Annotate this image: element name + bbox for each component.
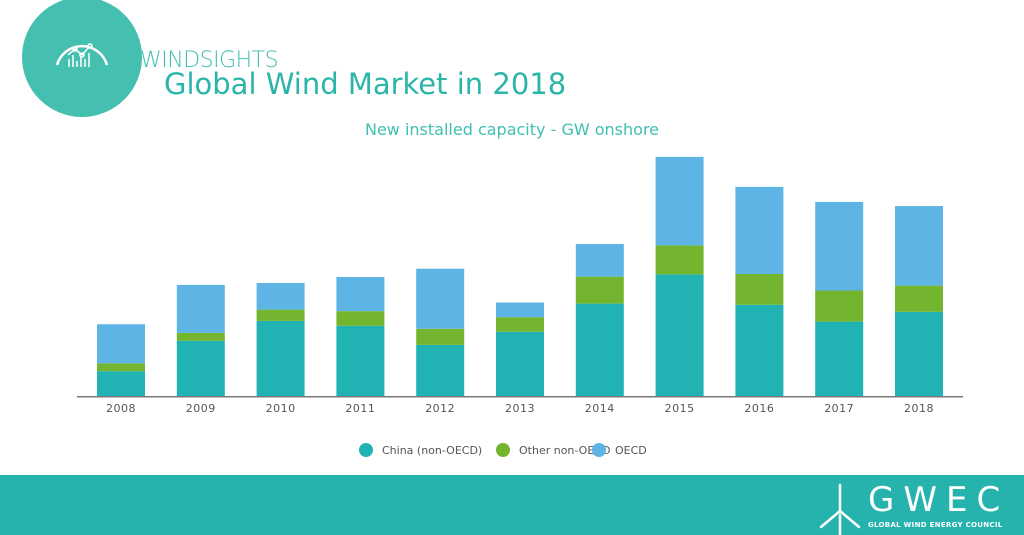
x-tick-label: 2017 — [824, 402, 854, 415]
bar-2008-series-0 — [97, 371, 145, 397]
x-tick-label: 2016 — [744, 402, 774, 415]
bar-2013-series-0 — [496, 331, 544, 397]
bar-2009-series-1 — [176, 332, 225, 341]
stacked-bar-chart: 2008 2009 2010 2011 2012 2013 2014 2015 2016 2017… — [77, 156, 963, 457]
bar-2011-series-1 — [336, 311, 385, 326]
bar-2009-series-2 — [176, 284, 225, 333]
bar-2017-series-2 — [815, 201, 864, 291]
bar-2014-series-0 — [575, 303, 624, 397]
chart-title: New installed capacity - GW onshore — [364, 120, 660, 139]
x-tick-label: 2013 — [505, 402, 535, 415]
bar-2015-series-0 — [655, 274, 704, 397]
page-title: Global Wind Market in 2018 — [164, 67, 567, 101]
bar-2011-series-0 — [336, 325, 385, 397]
x-tick-label: 2009 — [186, 402, 216, 415]
bar-2012-series-2 — [416, 268, 465, 329]
bar-2009-series-0 — [176, 340, 225, 397]
bar-2012-series-1 — [416, 328, 465, 345]
footer-bar — [0, 475, 1024, 535]
x-tick-label: 2010 — [266, 402, 296, 415]
bar-2016-series-1 — [735, 273, 784, 305]
bar-2011-series-2 — [336, 276, 385, 312]
x-tick-label: 2008 — [106, 402, 136, 415]
bar-2018-series-0 — [895, 311, 943, 397]
bar-2018-series-2 — [895, 206, 943, 286]
wind-turbine-icon — [819, 483, 861, 535]
bar-2008-series-2 — [97, 324, 145, 364]
brand-name: WINDSIGHTS — [140, 48, 279, 73]
legend-swatch — [496, 443, 510, 457]
legend-swatch — [359, 443, 373, 457]
bar-2014-series-1 — [575, 276, 624, 304]
bar-2015-series-2 — [655, 156, 704, 246]
bar-2012-series-0 — [416, 344, 465, 397]
legend-label: OECD — [615, 444, 647, 457]
legend-label: China (non-OECD) — [382, 444, 482, 457]
bar-2013-series-2 — [496, 302, 544, 318]
bar-2013-series-1 — [496, 317, 544, 332]
bar-2014-series-2 — [575, 243, 624, 277]
legend-label: Other non-OECD — [519, 444, 610, 457]
bar-2016-series-2 — [735, 186, 784, 274]
x-tick-label: 2012 — [425, 402, 455, 415]
x-tick-label: 2018 — [904, 402, 934, 415]
bar-2017-series-0 — [815, 321, 864, 397]
windsights-logo — [22, 0, 142, 117]
bar-chart-arc-icon — [55, 43, 109, 67]
x-tick-label: 2011 — [345, 402, 375, 415]
bar-2010-series-2 — [256, 282, 305, 310]
bar-2010-series-1 — [256, 309, 305, 321]
bar-2010-series-0 — [256, 320, 305, 397]
gwec-logo: GWEC — [868, 480, 1010, 520]
x-tick-label: 2014 — [585, 402, 615, 415]
bar-2016-series-0 — [735, 304, 784, 397]
bar-2015-series-1 — [655, 245, 704, 275]
gwec-logo-subtext: GLOBAL WIND ENERGY COUNCIL — [868, 521, 1003, 529]
bar-2008-series-1 — [97, 363, 145, 372]
x-tick-label: 2015 — [665, 402, 695, 415]
bar-2017-series-1 — [815, 290, 864, 322]
bar-2018-series-1 — [895, 285, 943, 312]
legend-swatch — [592, 443, 606, 457]
